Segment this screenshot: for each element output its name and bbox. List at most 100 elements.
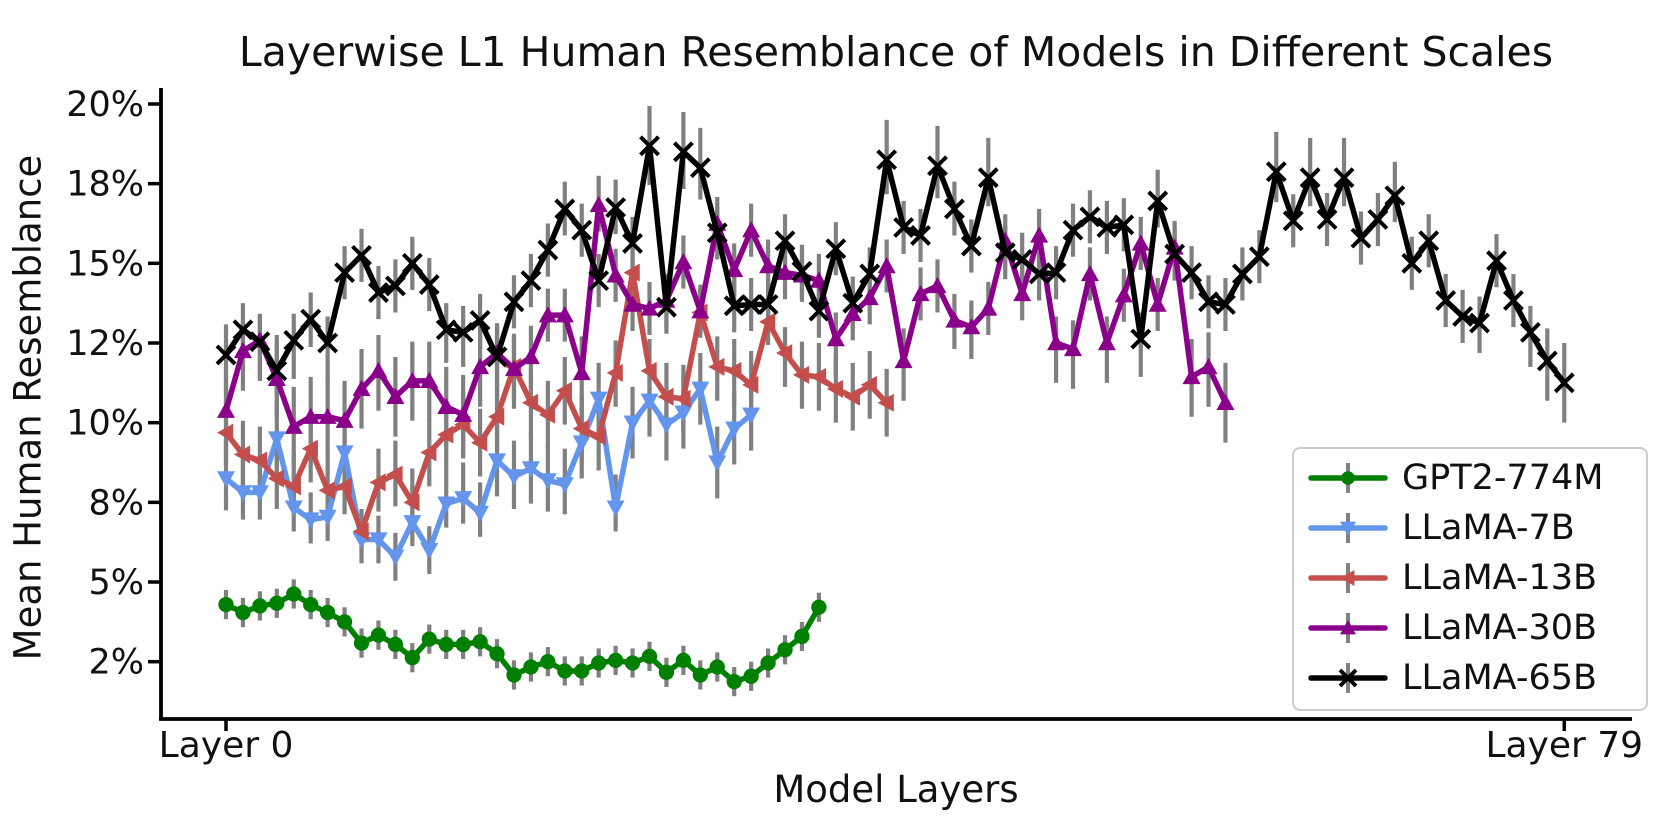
data-point-marker (555, 306, 574, 323)
data-point-marker (658, 664, 675, 680)
data-point-marker (404, 650, 420, 666)
data-point-marker (520, 270, 542, 292)
data-point-marker (572, 435, 591, 452)
series-LLaMA-7B (217, 381, 761, 566)
data-point-marker (319, 604, 336, 621)
data-point-marker (232, 319, 254, 341)
data-point-marker (742, 375, 759, 394)
data-point-marker (742, 221, 761, 238)
data-point-marker (537, 239, 559, 261)
data-point-marker (826, 379, 844, 398)
data-point-marker (386, 465, 403, 484)
data-point-marker (486, 346, 508, 368)
data-point-marker (1198, 291, 1219, 313)
data-point-marker (672, 141, 694, 163)
data-point-marker (284, 500, 303, 517)
y-tick-label: 10% (66, 404, 144, 444)
data-point-marker (217, 471, 235, 488)
data-point-marker (572, 419, 589, 438)
legend-entry: GPT2-774M (1308, 453, 1646, 503)
data-point-marker (1282, 210, 1304, 232)
series-GPT2-774M (218, 586, 827, 690)
data-point-marker (1469, 312, 1490, 334)
data-point-marker (794, 628, 810, 645)
data-point-marker (1130, 328, 1152, 350)
data-point-marker (215, 344, 237, 366)
data-point-marker (1265, 161, 1287, 183)
series-LLaMA-65B (215, 135, 1575, 394)
data-point-marker (503, 291, 525, 313)
data-point-marker (1047, 334, 1066, 351)
data-point-marker (284, 477, 301, 496)
data-point-marker (538, 405, 556, 424)
y-tick-label: 12% (66, 324, 144, 364)
chart-title: Layerwise L1 Human Resemblance of Models… (238, 28, 1554, 76)
data-point-marker (267, 469, 285, 488)
data-point-marker (674, 253, 693, 270)
data-point-marker (640, 393, 659, 410)
data-point-marker (286, 586, 302, 602)
data-point-marker (945, 311, 964, 328)
data-point-marker (877, 393, 894, 412)
data-point-marker (792, 365, 810, 384)
data-point-marker (1062, 219, 1084, 241)
series-line-LLaMA-65B (223, 143, 1568, 386)
data-point-marker (588, 270, 610, 292)
data-point-marker (743, 668, 759, 684)
data-point-marker (723, 295, 745, 317)
data-point-marker (335, 477, 352, 496)
data-point-marker (1418, 230, 1440, 252)
data-point-marker (1452, 306, 1474, 327)
data-point-marker (725, 361, 742, 380)
data-point-marker (317, 332, 339, 354)
data-point-marker (742, 407, 761, 424)
data-point-marker (420, 443, 437, 462)
data-point-marker (894, 351, 913, 369)
data-point-marker (386, 387, 405, 404)
data-point-marker (267, 431, 286, 448)
data-point-marker (910, 225, 931, 246)
data-point-marker (1536, 350, 1558, 372)
data-point-marker (301, 439, 318, 458)
data-point-marker (403, 371, 422, 389)
data-point-marker (977, 167, 999, 189)
data-point-marker (606, 363, 623, 382)
data-point-marker (1080, 264, 1099, 282)
data-point-marker (1181, 262, 1202, 284)
data-point-marker (1114, 286, 1133, 303)
data-point-marker (1340, 620, 1356, 635)
data-point-marker (454, 405, 473, 422)
data-point-marker (1215, 294, 1236, 315)
data-point-marker (351, 244, 372, 266)
data-point-marker (435, 319, 457, 341)
data-point-marker (1350, 227, 1372, 249)
legend-marker-llama-30b (1308, 613, 1388, 643)
data-point-marker (944, 198, 965, 220)
data-point-marker (335, 445, 354, 462)
data-point-marker (1316, 209, 1338, 230)
data-point-marker (689, 157, 711, 179)
data-point-marker (979, 299, 998, 316)
legend-entry: LLaMA-7B (1308, 503, 1646, 553)
data-point-marker (252, 598, 268, 614)
legend-marker-llama-7b (1308, 513, 1388, 543)
series-line-LLaMA-7B (223, 386, 754, 560)
data-point-marker (438, 636, 454, 653)
legend-entry: LLaMA-30B (1308, 603, 1646, 653)
data-point-marker (353, 635, 370, 651)
data-point-marker (1231, 263, 1253, 285)
data-point-marker (1148, 295, 1167, 312)
data-point-marker (1182, 367, 1201, 385)
data-point-marker (471, 357, 490, 375)
data-point-marker (574, 663, 590, 679)
data-point-marker (521, 393, 539, 412)
data-point-marker (437, 397, 456, 414)
data-point-marker (843, 304, 862, 321)
data-point-marker (791, 260, 813, 282)
data-point-marker (589, 195, 608, 213)
legend-label: LLaMA-13B (1402, 558, 1597, 598)
legend-label: LLaMA-65B (1402, 658, 1597, 698)
data-point-marker (1338, 668, 1358, 688)
